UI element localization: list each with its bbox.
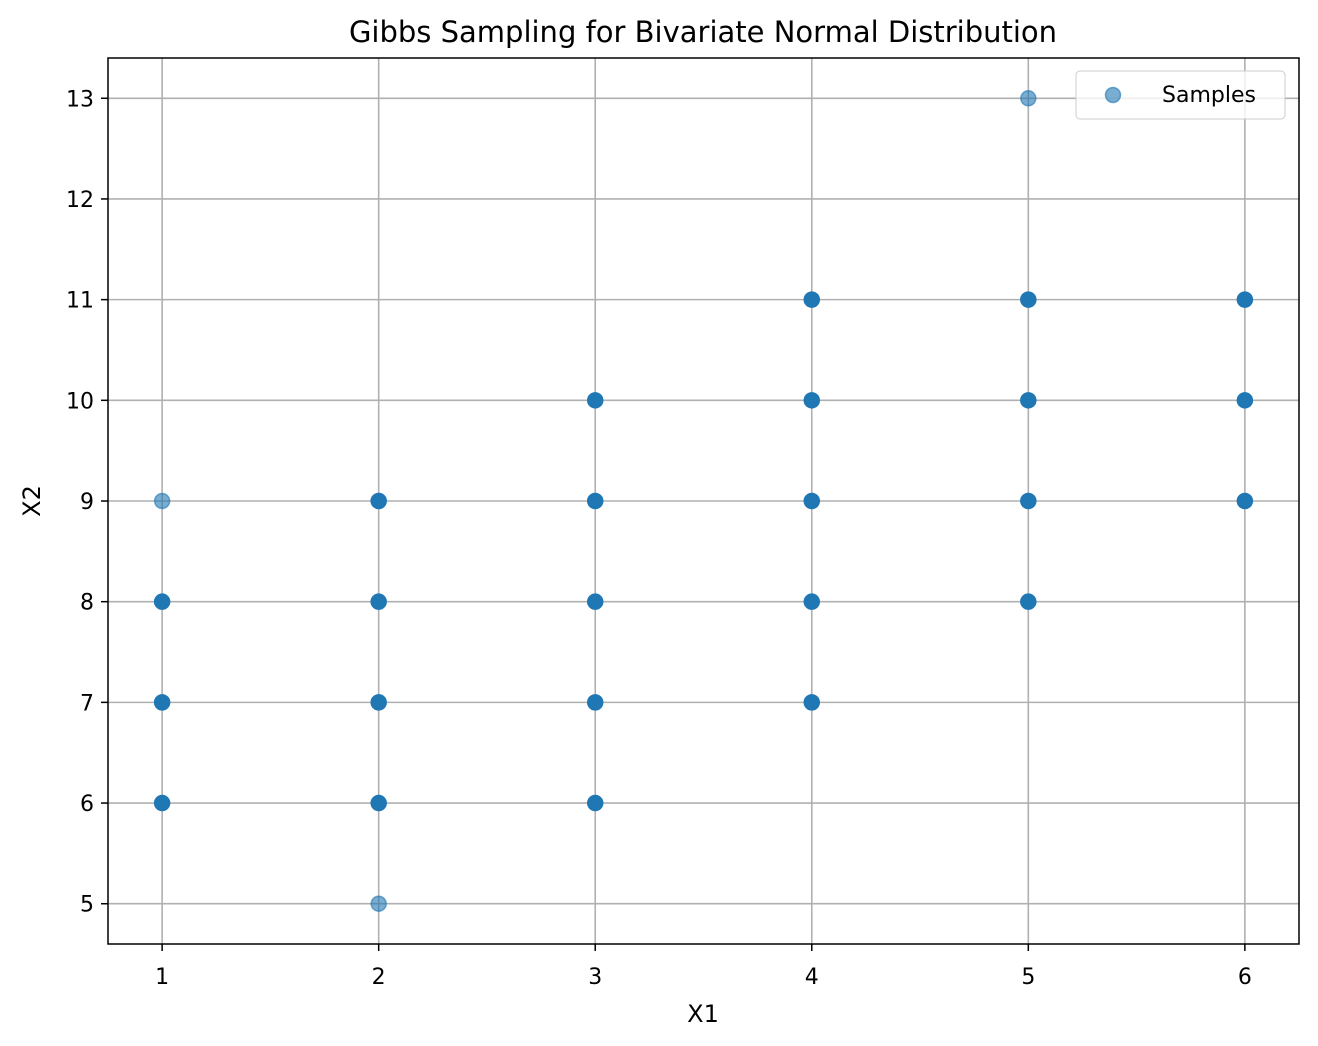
y-tick-label: 8 <box>80 591 94 616</box>
data-point <box>1236 291 1254 308</box>
x-tick-label: 4 <box>805 965 819 990</box>
legend-label: Samples <box>1162 83 1256 108</box>
data-point <box>586 694 604 711</box>
data-point <box>153 492 171 510</box>
y-axis-label: X2 <box>18 485 46 517</box>
data-point <box>1020 291 1037 308</box>
y-axis-ticks: 5 6 7 8 9 10 11 12 13 <box>66 87 108 918</box>
y-tick-label: 12 <box>66 188 94 213</box>
x-tick-label: 6 <box>1238 965 1252 990</box>
data-point <box>803 694 821 711</box>
data-point <box>370 694 387 711</box>
data-point <box>153 794 171 812</box>
x-axis-ticks: 1 2 3 4 5 6 <box>155 944 1252 990</box>
data-point <box>1020 492 1037 510</box>
data-point <box>803 392 821 409</box>
data-point <box>153 593 171 610</box>
x-tick-label: 3 <box>588 965 602 990</box>
legend: Samples <box>1075 70 1286 120</box>
y-tick-label: 6 <box>80 792 94 817</box>
data-point <box>1020 392 1037 409</box>
data-point <box>1020 593 1037 610</box>
y-tick-label: 5 <box>80 893 94 918</box>
legend-box <box>1075 70 1286 120</box>
x-axis-label: X1 <box>687 1000 719 1028</box>
data-point <box>153 694 171 711</box>
legend-marker <box>1104 86 1122 104</box>
data-point <box>1020 90 1037 107</box>
x-tick-label: 1 <box>155 965 169 990</box>
data-point <box>586 593 604 610</box>
x-tick-label: 2 <box>372 965 386 990</box>
data-point <box>370 895 387 912</box>
data-point <box>803 291 821 308</box>
y-tick-label: 9 <box>80 490 94 515</box>
data-point <box>1236 392 1254 409</box>
y-tick-label: 7 <box>80 691 94 716</box>
chart-title: Gibbs Sampling for Bivariate Normal Dist… <box>349 15 1057 49</box>
y-tick-label: 11 <box>66 289 94 314</box>
x-tick-label: 5 <box>1021 965 1035 990</box>
data-point <box>586 392 604 409</box>
y-tick-label: 13 <box>66 87 94 112</box>
data-point <box>370 794 387 812</box>
data-point <box>370 593 387 610</box>
data-point <box>586 794 604 812</box>
data-point <box>586 492 604 510</box>
data-point <box>370 492 387 510</box>
data-point <box>803 492 821 510</box>
data-point <box>803 593 821 610</box>
data-point <box>1236 492 1254 510</box>
data-points <box>153 90 1254 912</box>
y-tick-label: 10 <box>66 389 94 414</box>
